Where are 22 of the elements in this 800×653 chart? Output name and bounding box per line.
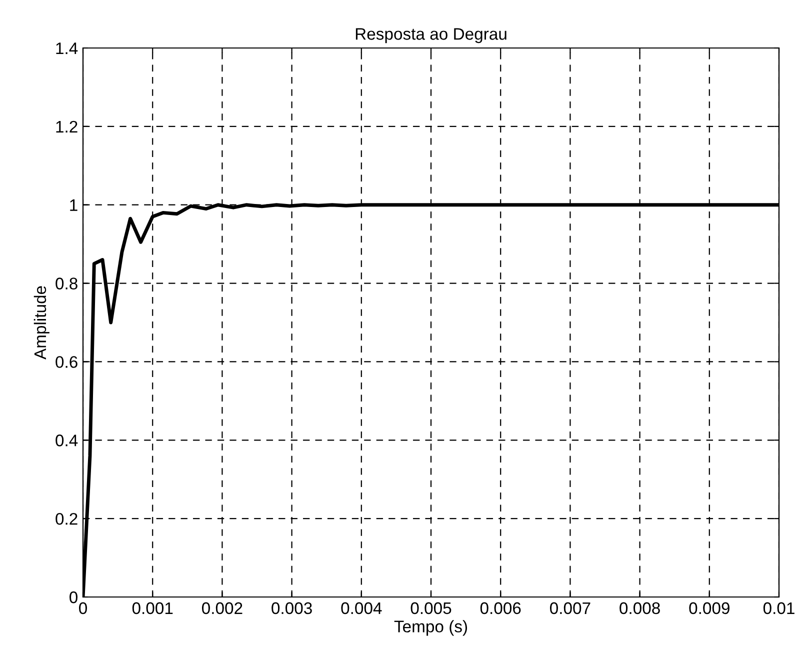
y-tick-label: 0.4: [56, 434, 78, 446]
x-tick-label: 0: [79, 602, 87, 614]
y-tick-label: 0: [70, 591, 78, 604]
x-tick-label: 0.004: [341, 602, 382, 614]
y-tick-label: 0.6: [56, 356, 78, 368]
x-tick-label: 0.007: [550, 602, 590, 614]
x-tick-label: 0.003: [272, 602, 312, 614]
y-tick-label: 1.4: [56, 42, 78, 54]
x-tick-label: 0.009: [689, 602, 730, 614]
chart-title: Resposta ao Degrau: [356, 28, 506, 44]
x-tick-label: 0.01: [763, 602, 794, 614]
x-tick-label: 0.005: [410, 602, 452, 614]
x-tick-label: 0.006: [480, 602, 521, 614]
x-axis-title: Tempo (s): [394, 620, 468, 636]
y-tick-label: 1: [70, 199, 78, 211]
x-tick-label: 0.008: [620, 602, 660, 614]
x-tick-label: 0.002: [202, 602, 242, 614]
y-tick-label: 0.2: [56, 512, 78, 525]
x-tick-label: 0.001: [132, 602, 173, 614]
y-tick-label: 0.8: [56, 278, 78, 290]
y-axis-title: Amplitude: [34, 286, 50, 360]
y-tick-label: 1.2: [56, 120, 78, 132]
